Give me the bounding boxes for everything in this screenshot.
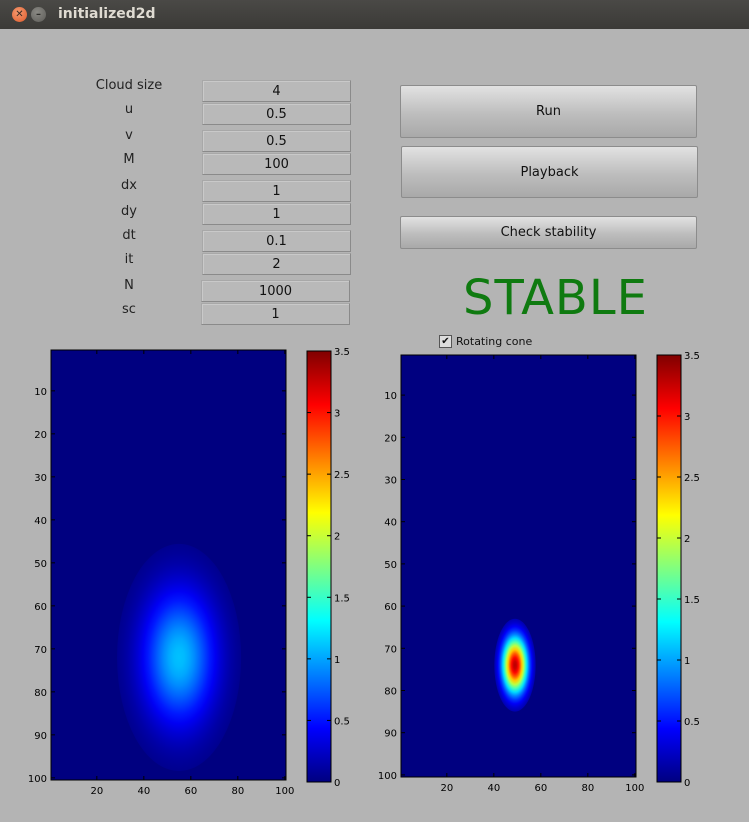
label-dx: dx [121,178,137,193]
y-tick-label: 20 [384,433,397,444]
colorbar-tick-label: 1.5 [684,595,700,606]
x-tick-label: 60 [184,786,197,797]
x-tick-label: 40 [137,786,150,797]
colorbar-tick-label: 1.5 [334,593,350,604]
x-tick-label: 100 [625,783,644,794]
input-dy[interactable] [202,203,351,225]
y-tick-label: 70 [384,644,397,655]
x-tick-label: 100 [275,786,294,797]
colorbar-tick-label: 2 [684,534,690,545]
heatmap-peak [494,618,536,712]
window-title: initialized2d [58,6,156,22]
x-tick-label: 40 [487,783,500,794]
x-tick-label: 80 [581,783,594,794]
y-tick-label: 100 [378,771,397,782]
colorbar-tick-label: 1 [684,656,690,667]
heatmap-background [401,355,636,777]
minimize-icon[interactable]: – [31,7,46,22]
y-tick-label: 30 [384,475,397,486]
colorbar-tick-label: 2.5 [684,473,700,484]
colorbar-tick-label: 1 [334,655,340,666]
y-tick-label: 90 [384,729,397,740]
y-tick-label: 60 [34,602,47,613]
x-tick-label: 60 [534,783,547,794]
colorbar-tick-label: 0.5 [334,716,350,727]
playback-button[interactable]: Playback [401,146,698,198]
label-it: it [124,252,134,267]
y-tick-label: 50 [34,559,47,570]
colorbar-tick-label: 3.5 [334,347,350,358]
y-tick-label: 10 [384,391,397,402]
y-tick-label: 20 [34,430,47,441]
colorbar [656,354,682,783]
y-tick-label: 80 [384,686,397,697]
result-heatmap: 20 40 60 80 100 10 20 30 40 50 60 70 80 90 100 0 0.5 1 1.5… [378,351,700,794]
y-tick-label: 100 [28,774,47,785]
y-tick-label: 80 [34,688,47,699]
initial-heatmap: 20 40 60 80 100 10 20 30 40 50 60 70 80 90 100 0 0.5 1 1.5… [28,347,350,797]
heatmap-peak [117,543,242,771]
input-n[interactable] [201,280,350,302]
colorbar-tick-label: 0.5 [684,717,700,728]
label-u: u [124,102,134,117]
y-tick-label: 40 [34,516,47,527]
colorbar [306,350,332,783]
y-tick-label: 90 [34,731,47,742]
input-dt[interactable] [202,230,351,252]
label-cloud-size: Cloud size [95,78,163,93]
colorbar-tick-label: 2 [334,532,340,543]
title-bar: ✕ – initialized2d [0,0,749,29]
input-it[interactable] [202,253,351,275]
checkbox-check-icon[interactable]: ✔ [439,334,452,348]
input-cloud-size[interactable] [202,80,351,102]
axes-frame [50,349,287,781]
stability-status: STABLE [463,270,648,326]
y-tick-label: 10 [34,387,47,398]
x-tick-label: 80 [231,786,244,797]
x-tick-label: 20 [90,786,103,797]
y-tick-label: 60 [384,602,397,613]
input-u[interactable] [202,103,351,125]
rotating-cone-checkbox[interactable]: ✔ Rotating cone [439,332,537,350]
colorbar-tick-label: 3 [334,409,340,420]
label-dt: dt [122,228,136,243]
label-dy: dy [121,204,137,219]
y-tick-label: 40 [384,518,397,529]
input-m[interactable] [202,153,351,175]
rotating-cone-label: Rotating cone [456,334,533,348]
colorbar-tick-label: 0 [334,778,340,789]
check-stability-button[interactable]: Check stability [400,216,697,249]
label-m: M [123,152,135,167]
colorbar-tick-label: 3 [684,412,690,423]
y-tick-label: 70 [34,645,47,656]
close-icon[interactable]: ✕ [12,7,27,22]
label-n: N [124,278,134,293]
axes-frame [400,354,637,778]
colorbar-tick-label: 0 [684,778,690,789]
y-tick-label: 30 [34,473,47,484]
label-sc: sc [122,302,136,317]
input-v[interactable] [202,130,351,152]
input-sc[interactable] [201,303,350,325]
input-dx[interactable] [202,180,351,202]
y-tick-label: 50 [384,560,397,571]
colorbar-tick-label: 3.5 [684,351,700,362]
label-v: v [125,128,133,143]
run-button[interactable]: Run [400,85,697,138]
x-tick-label: 20 [440,783,453,794]
colorbar-tick-label: 2.5 [334,470,350,481]
